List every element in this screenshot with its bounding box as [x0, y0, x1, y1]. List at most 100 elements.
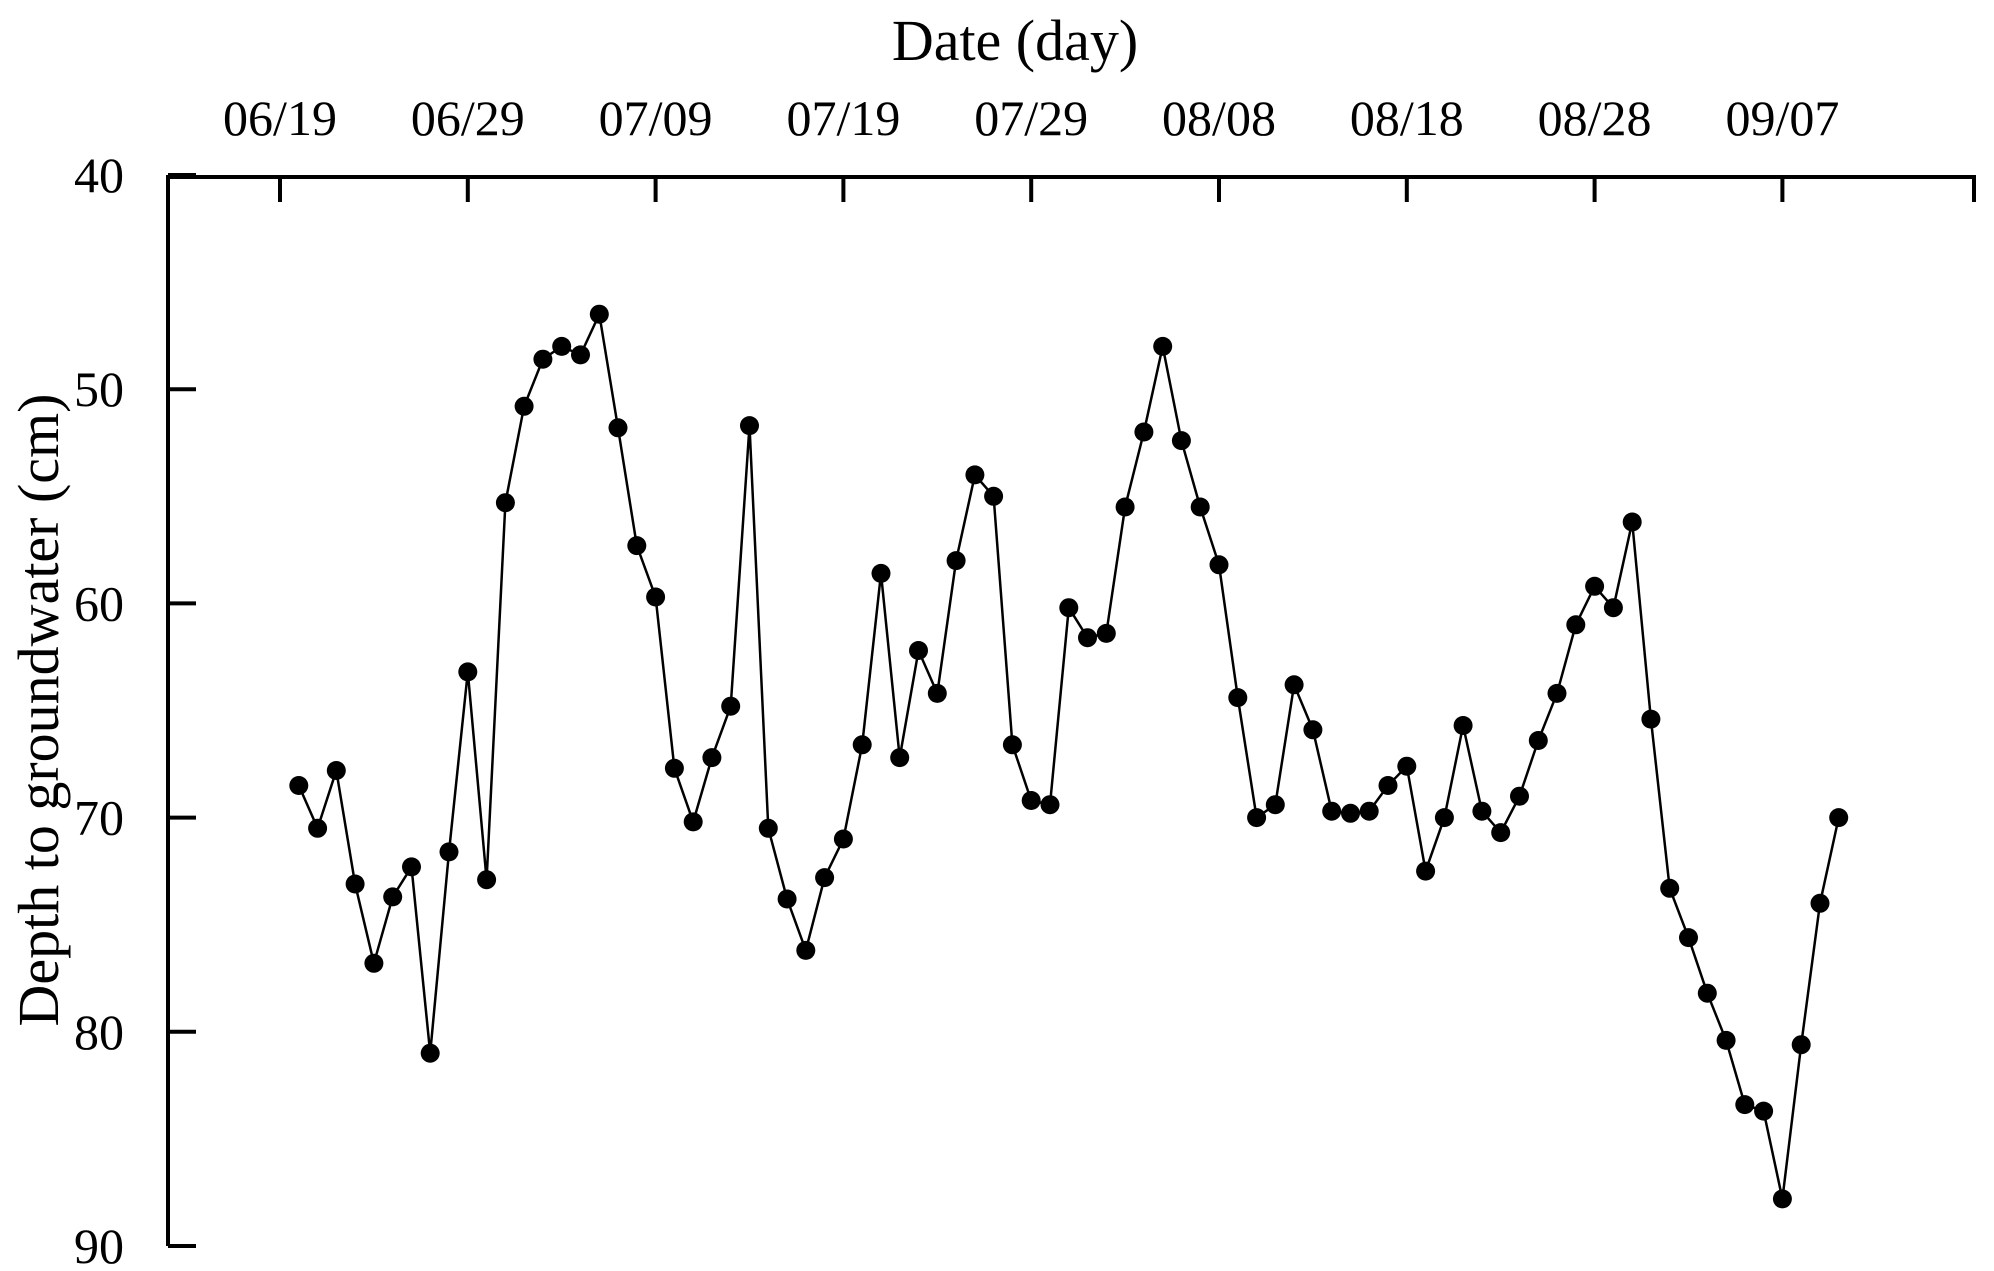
data-point	[646, 587, 666, 607]
data-point	[627, 536, 647, 556]
y-tick-label: 70	[74, 790, 124, 846]
data-point	[1021, 791, 1041, 810]
data-point	[833, 829, 853, 849]
data-point	[1716, 1030, 1736, 1050]
data-point	[1303, 720, 1323, 740]
data-point	[1772, 1189, 1792, 1209]
y-tick-label: 80	[74, 1004, 124, 1060]
data-point	[477, 870, 497, 890]
series-depth	[289, 304, 1849, 1209]
data-point	[1528, 731, 1548, 750]
data-point	[1096, 623, 1116, 643]
data-point	[909, 641, 928, 660]
x-tick-label: 09/07	[1725, 90, 1839, 146]
data-point	[1115, 497, 1135, 517]
data-point	[1134, 422, 1154, 442]
data-point	[777, 889, 797, 909]
data-point	[1735, 1095, 1755, 1115]
data-point	[1472, 801, 1492, 821]
data-point	[589, 304, 609, 324]
data-point	[890, 748, 910, 768]
data-point	[1190, 497, 1210, 517]
data-point	[1209, 555, 1229, 575]
y-tick-label: 60	[74, 575, 124, 631]
data-point	[1679, 928, 1698, 948]
data-point	[1359, 801, 1379, 821]
data-point	[1078, 628, 1097, 648]
data-point	[1641, 709, 1661, 729]
x-ticks: 06/19 06/29 07/09 07/19 07/29 08/08 08/18 08/28…	[223, 90, 1839, 202]
data-point	[439, 842, 459, 862]
data-point	[1697, 983, 1717, 1003]
data-point	[345, 874, 365, 894]
y-tick-label: 40	[74, 147, 124, 203]
data-point	[495, 493, 515, 513]
y-tick-label: 90	[74, 1218, 124, 1271]
y-axis-title: Depth to groundwater (cm)	[6, 394, 71, 1027]
data-point	[927, 683, 947, 703]
data-point	[871, 563, 891, 583]
data-point	[1247, 808, 1267, 828]
data-point	[758, 818, 778, 838]
data-point	[1265, 795, 1285, 815]
data-point	[1434, 808, 1454, 828]
data-point	[402, 857, 421, 877]
data-point	[1510, 786, 1529, 806]
data-point	[326, 761, 346, 780]
data-point	[664, 758, 684, 778]
data-point	[965, 465, 985, 485]
data-point	[514, 396, 534, 416]
data-point	[1810, 893, 1830, 913]
data-point	[1378, 776, 1398, 795]
data-point	[1284, 675, 1304, 695]
data-point	[740, 416, 759, 436]
data-point	[1171, 431, 1191, 451]
data-point	[571, 345, 590, 365]
data-point	[721, 696, 741, 716]
x-tick-label: 08/08	[1162, 90, 1276, 146]
data-point	[1416, 861, 1436, 881]
data-point	[1754, 1101, 1774, 1121]
data-point	[1603, 598, 1623, 618]
data-point	[683, 812, 703, 832]
x-tick-label: 07/29	[974, 90, 1088, 146]
data-point	[552, 336, 572, 356]
x-tick-label: 07/19	[786, 90, 900, 146]
x-axis-title: Date (day)	[892, 8, 1138, 73]
data-point	[946, 551, 966, 571]
y-tick-label: 50	[74, 361, 124, 417]
x-tick-label: 06/29	[411, 90, 525, 146]
data-point	[383, 887, 403, 907]
x-tick-label: 08/28	[1538, 90, 1652, 146]
data-point	[1228, 688, 1248, 708]
data-point	[1660, 878, 1680, 898]
data-point	[1322, 801, 1342, 821]
data-point	[289, 776, 309, 795]
data-point	[1791, 1035, 1811, 1055]
data-point	[1153, 336, 1173, 356]
data-point	[815, 868, 835, 888]
data-point	[420, 1043, 440, 1063]
data-point	[608, 418, 628, 438]
data-point	[1585, 576, 1605, 596]
data-point	[308, 818, 328, 838]
x-tick-label: 08/18	[1350, 90, 1464, 146]
y-ticks: 40 50 60 70 80 90	[74, 147, 196, 1271]
x-tick-label: 06/19	[223, 90, 337, 146]
data-point	[1453, 716, 1473, 735]
data-point	[796, 940, 816, 960]
data-point	[1547, 683, 1567, 703]
data-point	[1341, 803, 1360, 823]
series-line	[297, 309, 1840, 1200]
data-point	[1040, 795, 1060, 815]
data-point	[1002, 735, 1022, 755]
data-point	[1829, 808, 1849, 828]
data-point	[702, 748, 722, 768]
data-point	[984, 486, 1004, 506]
data-point	[1622, 512, 1642, 532]
data-point	[1566, 615, 1586, 635]
data-point	[1397, 756, 1417, 776]
data-point	[533, 349, 553, 369]
data-point	[1491, 823, 1511, 843]
